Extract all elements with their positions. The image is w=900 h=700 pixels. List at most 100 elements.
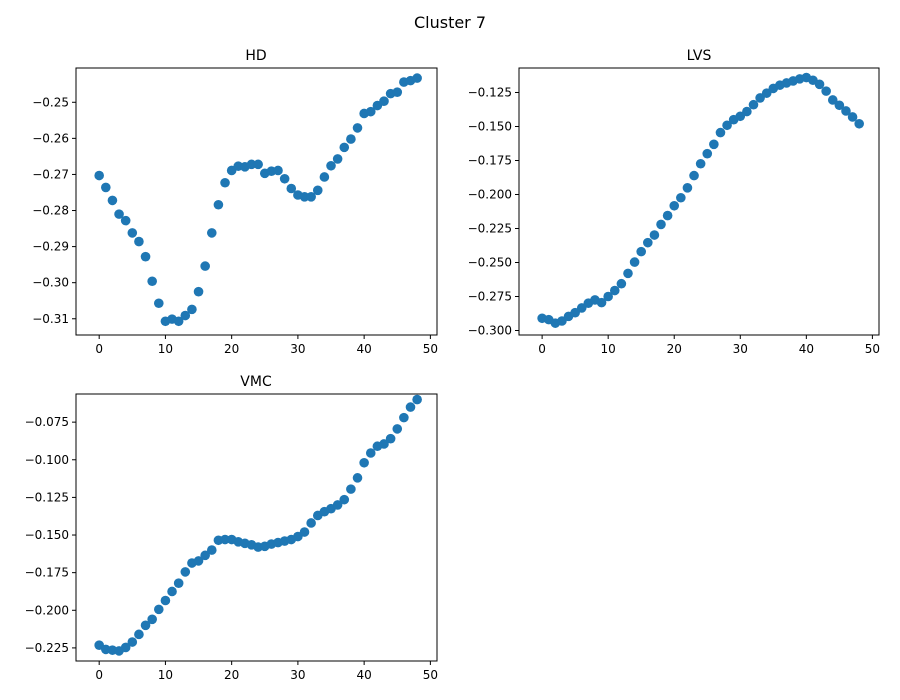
data-point-lvs: [689, 170, 699, 181]
ytick-label-vmc: −0.200: [25, 603, 69, 617]
data-point-lvs: [656, 219, 666, 230]
ytick-label-hd: −0.26: [32, 131, 69, 145]
xtick-label-hd: 30: [290, 342, 305, 356]
data-point-vmc: [173, 578, 184, 588]
data-point-lvs: [854, 118, 864, 129]
data-point-hd: [299, 192, 310, 202]
data-point-vmc: [120, 642, 131, 653]
data-point-hd: [206, 228, 217, 238]
data-point-hd: [392, 87, 403, 97]
data-point-lvs: [715, 127, 726, 138]
data-point-vmc: [147, 614, 157, 625]
data-point-vmc: [385, 433, 396, 444]
subplot-lvs: LVS 0 10 20 30 40 50 −0.300 −0.275 −0.250 −0.225 −…: [468, 48, 880, 356]
ytick-label-vmc: −0.150: [25, 528, 69, 542]
data-point-hd: [180, 310, 191, 321]
data-point-lvs: [636, 246, 647, 257]
data-point-hd: [107, 195, 118, 206]
data-point-hd: [246, 159, 257, 170]
data-point-hd: [120, 215, 131, 226]
data-point-hd: [365, 106, 376, 117]
data-point-vmc: [220, 534, 230, 545]
data-point-lvs: [603, 291, 613, 302]
ytick-label-lvs: −0.175: [468, 153, 512, 167]
data-point-lvs: [682, 183, 693, 193]
xtick-label-lvs: 30: [733, 342, 748, 356]
data-point-hd: [273, 165, 283, 176]
data-point-vmc: [379, 439, 389, 449]
data-point-vmc: [140, 620, 151, 631]
data-point-lvs: [755, 93, 765, 103]
data-point-lvs: [748, 99, 759, 110]
xtick-label-vmc: 40: [356, 668, 371, 682]
xtick-label-hd: 40: [356, 342, 371, 356]
ytick-label-lvs: −0.125: [468, 85, 512, 99]
xtick-label-lvs: 10: [601, 342, 616, 356]
data-point-hd: [279, 173, 290, 184]
axes-frame-hd: [75, 67, 438, 336]
data-point-hd: [140, 251, 151, 262]
data-point-lvs: [742, 106, 752, 117]
ytick-label-lvs: −0.200: [468, 187, 512, 201]
ytick-label-vmc: −0.125: [25, 490, 69, 504]
xtick-label-vmc: 10: [158, 668, 173, 682]
data-point-hd: [312, 185, 323, 196]
data-point-hd: [326, 160, 336, 171]
ticks-hd: 0 10 20 30 40 50 −0.31 −0.30 −0.29 −0.28 −0.27 −0.2…: [32, 95, 438, 356]
figure-title: Cluster 7: [414, 13, 486, 32]
data-point-vmc: [167, 586, 177, 597]
data-point-lvs: [616, 278, 627, 289]
data-point-lvs: [735, 111, 746, 122]
data-point-vmc: [306, 518, 316, 528]
data-point-lvs: [821, 86, 831, 96]
data-point-hd: [200, 261, 210, 271]
subplot-title-hd: HD: [245, 48, 266, 64]
data-point-hd: [339, 142, 350, 153]
xtick-label-hd: 20: [224, 342, 239, 356]
xtick-label-lvs: 50: [865, 342, 880, 356]
data-point-hd: [412, 73, 422, 83]
ticks-vmc: 0 10 20 30 40 50 −0.225 −0.200 −0.175 −0.150 −0.12…: [25, 415, 438, 682]
ytick-label-vmc: −0.100: [25, 453, 69, 467]
subplot-vmc: VMC 0 10 20 30 40 50 −0.225 −0.200 −0.175 −0.150 −…: [25, 374, 438, 682]
ytick-label-lvs: −0.300: [468, 324, 512, 338]
data-point-lvs: [662, 210, 673, 221]
data-point-hd: [127, 228, 138, 238]
subplot-title-vmc: VMC: [240, 374, 272, 390]
ytick-label-lvs: −0.150: [468, 119, 512, 133]
data-point-hd: [319, 172, 330, 182]
data-point-lvs: [629, 257, 640, 267]
data-point-lvs: [623, 268, 633, 279]
data-point-lvs: [761, 88, 772, 98]
data-point-lvs: [847, 112, 858, 122]
xtick-label-lvs: 0: [538, 342, 546, 356]
data-point-hd: [101, 182, 111, 193]
data-point-lvs: [643, 237, 653, 248]
data-point-hd: [213, 199, 224, 210]
data-point-vmc: [412, 394, 422, 405]
points-hd: [94, 73, 422, 327]
ytick-label-vmc: −0.175: [25, 566, 69, 580]
data-point-hd: [147, 276, 157, 287]
data-point-vmc: [399, 412, 409, 423]
ytick-label-lvs: −0.225: [468, 221, 512, 235]
data-point-lvs: [669, 200, 680, 211]
data-point-vmc: [405, 402, 416, 412]
data-point-hd: [253, 159, 263, 170]
data-point-lvs: [702, 148, 713, 159]
data-point-lvs: [695, 158, 706, 169]
ytick-label-vmc: −0.225: [25, 641, 69, 655]
ticks-lvs: 0 10 20 30 40 50 −0.300 −0.275 −0.250 −0.225 −0.20…: [468, 85, 880, 356]
data-point-hd: [379, 96, 389, 106]
data-point-hd: [187, 304, 197, 315]
data-point-lvs: [609, 285, 620, 296]
data-point-vmc: [352, 473, 363, 483]
points-lvs: [537, 72, 864, 328]
data-point-vmc: [193, 556, 204, 566]
xtick-label-hd: 10: [158, 342, 173, 356]
subplot-title-lvs: LVS: [687, 48, 712, 64]
data-point-lvs: [834, 100, 845, 111]
data-point-lvs: [596, 297, 607, 308]
